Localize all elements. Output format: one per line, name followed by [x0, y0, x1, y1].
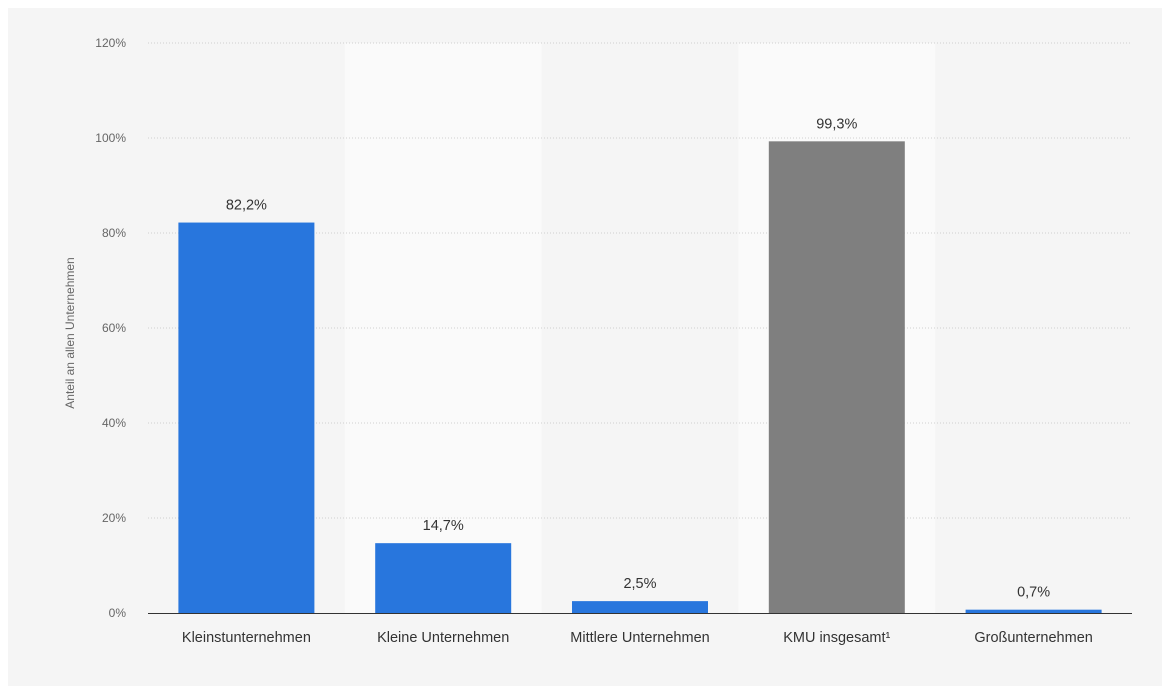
- category-label: Großunternehmen: [974, 630, 1092, 646]
- y-tick-label: 100%: [95, 131, 126, 145]
- category-label: Kleine Unternehmen: [377, 630, 509, 646]
- bars: [178, 141, 1102, 614]
- category-label: KMU insgesamt¹: [783, 630, 890, 646]
- x-axis-category-labels: Kleinstunternehmen Kleine Unternehmen Mitt…: [182, 630, 1093, 646]
- bar: [768, 141, 905, 613]
- data-labels: 82,2% 14,7% 2,5% 99,3% 0,7%: [226, 116, 1050, 600]
- data-label: 82,2%: [226, 198, 267, 214]
- y-axis-title: Anteil an allen Unternehmen: [63, 257, 77, 408]
- data-label: 2,5%: [623, 576, 656, 592]
- category-label: Kleinstunternehmen: [182, 630, 311, 646]
- y-axis-tick-labels: 0% 20% 40% 60% 80% 100% 120%: [95, 36, 126, 620]
- category-label: Mittlere Unternehmen: [570, 630, 709, 646]
- bar: [572, 601, 708, 613]
- chart-panel: 0% 20% 40% 60% 80% 100% 120% Anteil an allen U…: [8, 8, 1162, 686]
- y-tick-label: 40%: [102, 416, 126, 430]
- data-label: 99,3%: [816, 116, 857, 132]
- gridlines: [148, 42, 1132, 519]
- y-tick-label: 0%: [109, 606, 127, 620]
- y-tick-label: 80%: [102, 226, 126, 240]
- bar: [375, 543, 512, 613]
- y-tick-label: 60%: [102, 321, 126, 335]
- data-label: 0,7%: [1017, 585, 1050, 601]
- bar-chart: 0% 20% 40% 60% 80% 100% 120% Anteil an allen U…: [63, 36, 1132, 646]
- bar: [178, 222, 315, 614]
- y-tick-label: 120%: [95, 36, 126, 50]
- bar: [965, 609, 1102, 613]
- data-label: 14,7%: [423, 518, 464, 534]
- y-tick-label: 20%: [102, 511, 126, 525]
